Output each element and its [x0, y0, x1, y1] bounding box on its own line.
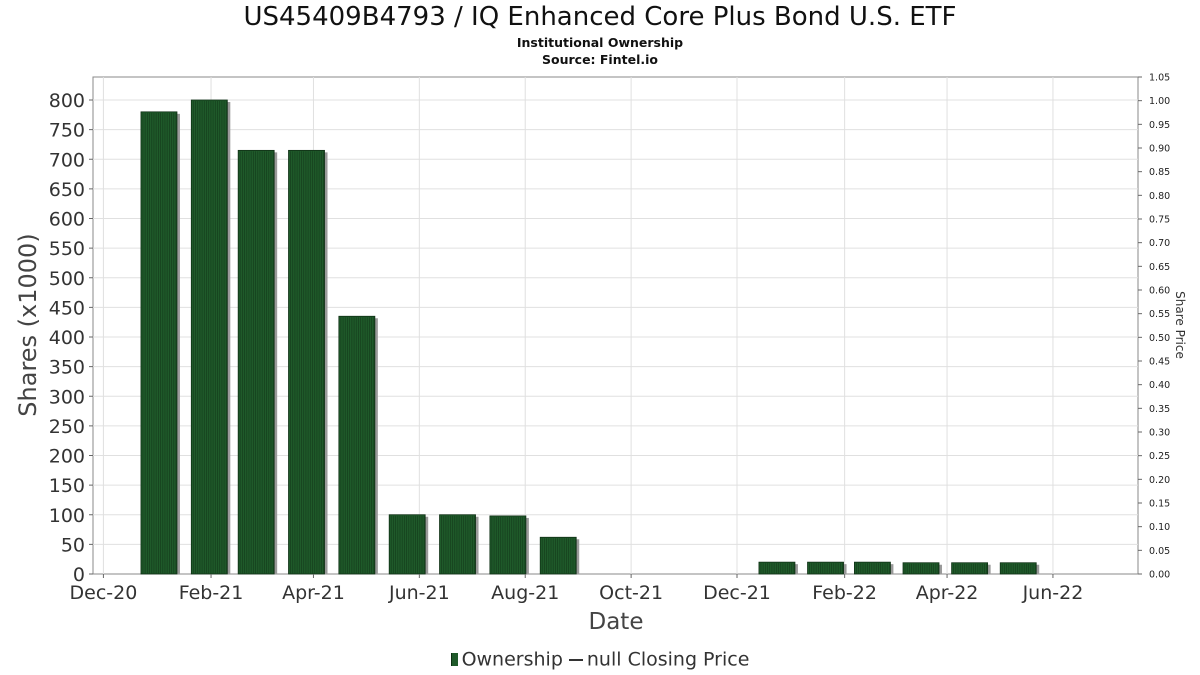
y-tick-label: 400	[49, 327, 85, 349]
y-tick-label: 100	[49, 505, 85, 527]
y2-tick-label: 0.15	[1149, 499, 1170, 510]
y2-tick-label: 0.10	[1149, 522, 1170, 533]
x-tick-label: Feb-22	[812, 582, 877, 604]
y2-tick-label: 0.20	[1149, 475, 1170, 486]
y2-tick-label: 0.55	[1149, 309, 1170, 320]
x-tick-label: Jun-21	[388, 582, 450, 604]
ownership-bar	[807, 561, 847, 575]
y2-tick-label: 0.65	[1149, 262, 1170, 273]
ownership-bar	[190, 99, 231, 575]
y2-tick-label: 0.35	[1149, 404, 1170, 415]
ownership-bar	[388, 514, 429, 575]
ownership-bar	[539, 536, 580, 575]
chart-legend: Ownership null Closing Price	[0, 648, 1200, 671]
right-axis-ticks: 0.00 0.05 0.10 0.15 0.20 0.25 0.30 0.35 0.40 0.45…	[1138, 73, 1170, 581]
y2-tick-label: 1.05	[1149, 73, 1170, 84]
legend-ownership-label: Ownership	[461, 648, 563, 671]
y2-tick-label: 0.40	[1149, 380, 1170, 391]
y2-tick-label: 0.75	[1149, 215, 1170, 226]
y-tick-label: 700	[49, 149, 85, 171]
x-tick-label: Apr-21	[282, 582, 345, 604]
bar-body	[489, 515, 527, 575]
y-tick-label: 550	[49, 238, 85, 260]
x-tick-label: Aug-21	[491, 582, 559, 604]
y-tick-label: 50	[61, 534, 85, 556]
ownership-legend-swatch	[450, 653, 458, 666]
y-tick-label: 750	[49, 120, 85, 142]
chart-subtitle-ownership: Institutional Ownership	[516, 35, 684, 50]
closing-price-legend-line	[568, 658, 583, 661]
y2-tick-label: 0.30	[1149, 428, 1170, 439]
bar-body	[140, 111, 178, 575]
y-tick-label: 600	[49, 209, 85, 231]
ownership-bar	[288, 149, 328, 575]
y-tick-label: 250	[49, 416, 85, 438]
ownership-bar	[951, 562, 991, 575]
bar-body	[902, 562, 940, 575]
y2-tick-label: 0.00	[1149, 570, 1170, 581]
ownership-bar	[489, 515, 529, 575]
x-tick-label: Feb-21	[179, 582, 244, 604]
y2-tick-label: 0.50	[1149, 333, 1170, 344]
left-axis-ticks: 0 50 100 150 200 250 300 350 400 450 500 550 600 650 7…	[49, 90, 93, 586]
y-tick-label: 0	[73, 564, 85, 586]
y2-tick-label: 0.25	[1149, 451, 1170, 462]
bar-body	[539, 536, 577, 575]
y2-tick-label: 0.95	[1149, 120, 1170, 131]
bar-body	[854, 561, 891, 575]
y-tick-label: 300	[49, 386, 85, 408]
bar-body	[807, 561, 844, 575]
ownership-bar	[237, 149, 278, 575]
x-tick-label: Dec-21	[703, 582, 771, 604]
ownership-bar	[338, 315, 378, 575]
y2-axis-label: Share Price	[1173, 291, 1187, 359]
bar-body	[237, 149, 275, 575]
x-axis-ticks: Dec-20 Feb-21 Apr-21 Jun-21 Aug-21 Oct-21 Dec-…	[70, 574, 1084, 604]
y-tick-label: 350	[49, 357, 85, 379]
y-tick-label: 200	[49, 446, 85, 468]
legend-closing-price-label: null Closing Price	[586, 648, 750, 671]
ownership-bar	[999, 562, 1040, 575]
y2-tick-label: 0.05	[1149, 546, 1170, 557]
y2-tick-label: 0.90	[1149, 144, 1170, 155]
bar-body	[338, 315, 376, 575]
bar-body	[388, 514, 426, 575]
x-tick-label: Jun-22	[1022, 582, 1084, 604]
bar-body	[758, 561, 796, 575]
ownership-bar	[758, 561, 798, 575]
y2-tick-label: 0.85	[1149, 167, 1170, 178]
x-tick-label: Apr-22	[916, 582, 979, 604]
x-tick-label: Oct-21	[599, 582, 663, 604]
bar-body	[951, 562, 989, 575]
ownership-bar	[439, 514, 479, 575]
bar-body	[288, 149, 325, 575]
ownership-bars	[140, 99, 1040, 575]
chart-subtitle-source: Source: Fintel.io	[542, 52, 658, 67]
y-tick-label: 650	[49, 179, 85, 201]
y-tick-label: 450	[49, 297, 85, 319]
y-tick-label: 500	[49, 268, 85, 290]
bar-body	[439, 514, 476, 575]
y-axis-label: Shares (x1000)	[14, 233, 42, 416]
y2-tick-label: 0.45	[1149, 357, 1170, 368]
ownership-bar	[902, 562, 943, 575]
chart-title: US45409B4793 / IQ Enhanced Core Plus Bon…	[243, 2, 957, 32]
y-tick-label: 150	[49, 475, 85, 497]
x-axis-label: Date	[589, 609, 644, 635]
y2-tick-label: 1.00	[1149, 96, 1170, 107]
ownership-bar	[140, 111, 180, 575]
y2-tick-label: 0.70	[1149, 238, 1170, 249]
x-tick-label: Dec-20	[70, 582, 138, 604]
y-tick-label: 800	[49, 90, 85, 112]
y2-tick-label: 0.80	[1149, 191, 1170, 202]
bar-body	[190, 99, 228, 575]
bar-body	[999, 562, 1037, 575]
ownership-bar	[854, 561, 894, 575]
y2-tick-label: 0.60	[1149, 286, 1170, 297]
